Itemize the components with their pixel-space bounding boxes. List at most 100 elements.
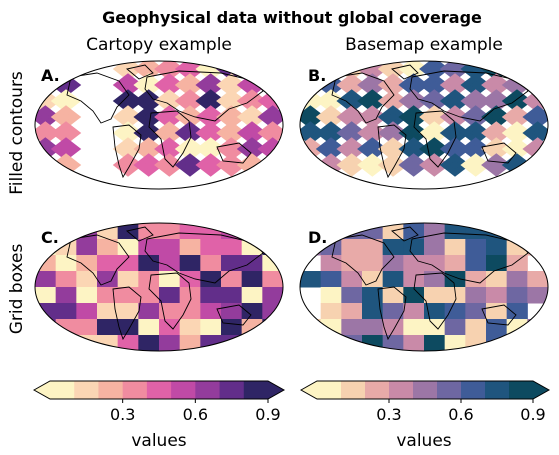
contour-patch xyxy=(522,137,548,161)
grid-box xyxy=(262,223,283,240)
grid-box xyxy=(117,239,139,256)
grid-box xyxy=(527,287,548,304)
grid-box xyxy=(179,223,201,240)
grid-box xyxy=(159,335,181,351)
filled-contour-field xyxy=(300,61,548,177)
contour-patch xyxy=(522,73,548,97)
grid-box xyxy=(138,239,160,256)
grid-box xyxy=(97,271,119,288)
map-boundary xyxy=(34,60,284,190)
grid-box xyxy=(486,239,508,256)
grid-box xyxy=(55,239,77,256)
grid-box xyxy=(159,239,181,256)
colorbar-outline xyxy=(299,380,551,400)
colorbar-segment xyxy=(195,381,221,399)
grid-box xyxy=(424,223,446,240)
grid-box xyxy=(424,239,446,256)
grid-box xyxy=(403,335,425,351)
grid-box xyxy=(341,239,363,256)
row-label-filled-contours: Filled contours xyxy=(7,71,27,195)
grid-box xyxy=(97,303,119,320)
grid-box xyxy=(382,303,404,320)
grid-box xyxy=(262,287,283,304)
grid-box xyxy=(117,303,139,320)
contour-patch xyxy=(522,121,548,145)
coastline-path xyxy=(126,226,154,242)
grid-box xyxy=(138,319,160,336)
contour-patch xyxy=(35,153,61,177)
grid-box xyxy=(382,271,404,288)
panel-label-b: B. xyxy=(308,66,326,85)
grid-box xyxy=(221,271,243,288)
colorbar-segment xyxy=(365,381,390,399)
grid-box xyxy=(117,255,139,272)
figure-title: Geophysical data without global coverage xyxy=(102,8,482,27)
grid-box xyxy=(486,319,508,336)
filled-contour-field xyxy=(35,61,283,177)
map-panel-c: C. xyxy=(34,222,284,352)
grid-box xyxy=(362,319,384,336)
contour-patch xyxy=(257,121,283,145)
grid-box xyxy=(486,255,508,272)
contour-patch xyxy=(257,105,283,129)
coastline-path xyxy=(409,232,529,284)
contour-patch xyxy=(257,73,283,97)
grid-box xyxy=(382,287,404,304)
coastline-path xyxy=(481,142,517,164)
grid-box xyxy=(341,255,363,272)
grid-box xyxy=(117,319,139,336)
grid-box xyxy=(424,255,446,272)
contour-patch xyxy=(522,153,548,177)
grid-box xyxy=(117,271,139,288)
colorbar-tick-label: 0.6 xyxy=(183,405,208,424)
grid-box xyxy=(55,303,77,320)
grid-box xyxy=(138,271,160,288)
grid-box xyxy=(159,287,181,304)
contour-patch xyxy=(300,153,326,177)
colorbar-tick-label: 0.9 xyxy=(520,405,545,424)
coastline-path xyxy=(66,72,130,124)
grid-box xyxy=(341,303,363,320)
grid-box xyxy=(403,287,425,304)
panel-label-c: C. xyxy=(41,228,59,247)
colorbar-segment xyxy=(485,381,510,399)
grid-box xyxy=(444,319,466,336)
coastline-path xyxy=(391,226,419,242)
contour-patch xyxy=(501,153,533,177)
grid-box xyxy=(221,223,243,240)
grid-box xyxy=(55,335,77,351)
grid-box xyxy=(76,239,98,256)
coastlines xyxy=(331,226,529,341)
grid-box xyxy=(200,223,222,240)
grid-box xyxy=(55,255,77,272)
grid-box xyxy=(300,271,322,288)
grid-box xyxy=(403,271,425,288)
grid-box xyxy=(117,287,139,304)
grid-box xyxy=(35,255,57,272)
map-boundary xyxy=(299,222,549,352)
grid-box xyxy=(221,239,243,256)
map-boundary xyxy=(299,60,549,190)
grid-box xyxy=(506,335,528,351)
grid-box xyxy=(35,287,57,304)
grid-box xyxy=(200,255,222,272)
colorbar-segment xyxy=(341,381,366,399)
grid-box xyxy=(506,255,528,272)
grid-box xyxy=(465,223,487,240)
coastline-path xyxy=(216,304,252,326)
grid-box xyxy=(76,287,98,304)
coastline-path xyxy=(148,272,192,330)
contour-patch xyxy=(236,153,268,177)
grid-box xyxy=(424,319,446,336)
grid-box xyxy=(506,287,528,304)
grid-box xyxy=(76,223,98,240)
grid-box xyxy=(179,335,201,351)
grid-box xyxy=(179,255,201,272)
colorbar-segment xyxy=(219,381,245,399)
grid-box xyxy=(35,319,57,336)
colorbar-label-right: values xyxy=(396,431,451,451)
grid-box xyxy=(527,319,548,336)
grid-box xyxy=(138,303,160,320)
grid-box xyxy=(506,223,528,240)
coastline-path xyxy=(126,64,154,80)
